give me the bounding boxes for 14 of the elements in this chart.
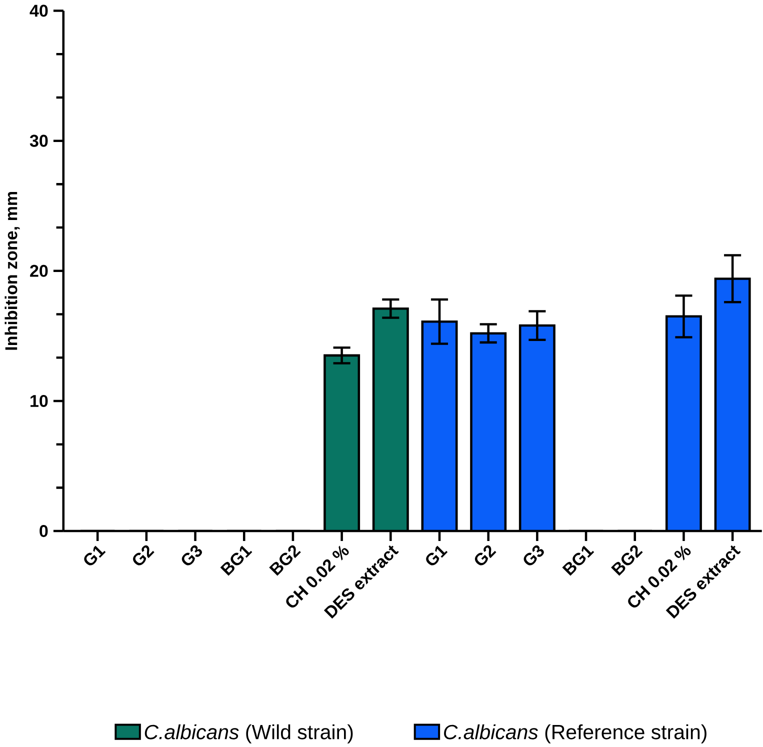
x-tick-label: G2 bbox=[474, 545, 496, 566]
y-tick-label: 0 bbox=[40, 525, 48, 538]
y-tick-label: 30 bbox=[30, 134, 48, 147]
x-tick-label: G3 bbox=[524, 545, 544, 566]
y-tick-label: 10 bbox=[30, 394, 48, 408]
y-tick-label: 40 bbox=[30, 4, 48, 17]
x-tick-label: G3 bbox=[182, 545, 202, 566]
x-tick-label: G1 bbox=[84, 546, 106, 566]
y-axis-title: Inhibition zone, mm bbox=[4, 192, 20, 350]
legend-label: C.albicans (Wild strain) bbox=[144, 724, 353, 744]
x-tick-label: G2 bbox=[133, 545, 154, 566]
legend-label: C.albicans (Reference strain) bbox=[444, 724, 706, 744]
y-tick-label: 20 bbox=[30, 264, 48, 277]
x-tick-label: G1 bbox=[426, 546, 448, 566]
